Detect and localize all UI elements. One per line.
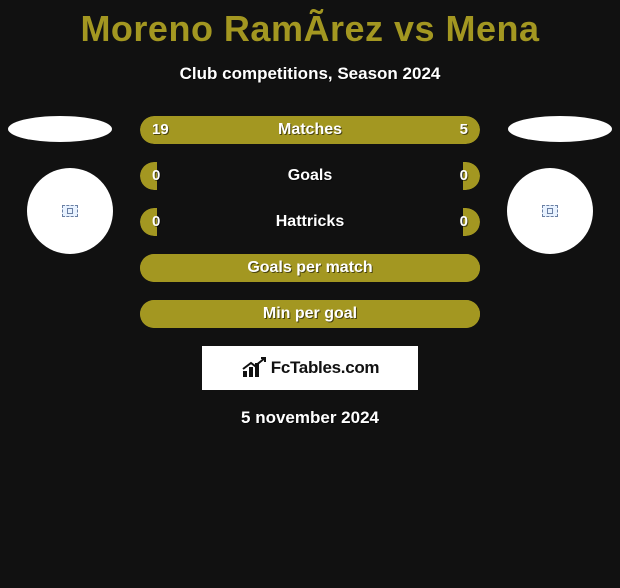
stat-label: Matches — [140, 116, 480, 144]
stat-label: Min per goal — [140, 300, 480, 328]
comparison-title: Moreno RamÃ­rez vs Mena — [0, 8, 620, 50]
player-right-circle — [507, 168, 593, 254]
comparison-arena: 195Matches 00Goals 00Hattricks Goals per ma… — [0, 116, 620, 328]
stat-row: 195Matches — [140, 116, 480, 144]
player-right-flag-icon — [542, 205, 558, 217]
stat-row: Min per goal — [140, 300, 480, 328]
comparison-date: 5 november 2024 — [0, 408, 620, 428]
player-left-flag-icon — [62, 205, 78, 217]
player-left-circle — [27, 168, 113, 254]
player-right-ellipse — [508, 116, 612, 142]
stat-row: 00Hattricks — [140, 208, 480, 236]
fctables-logo-card: FcTables.com — [202, 346, 418, 390]
stat-label: Goals per match — [140, 254, 480, 282]
stat-row: 00Goals — [140, 162, 480, 190]
player-left-ellipse — [8, 116, 112, 142]
comparison-subtitle: Club competitions, Season 2024 — [0, 64, 620, 84]
bars-growth-icon — [241, 357, 267, 379]
fctables-logo-text: FcTables.com — [271, 358, 380, 378]
stat-row: Goals per match — [140, 254, 480, 282]
stat-rows: 195Matches 00Goals 00Hattricks Goals per ma… — [140, 116, 480, 328]
stat-label: Hattricks — [140, 208, 480, 236]
stat-label: Goals — [140, 162, 480, 190]
